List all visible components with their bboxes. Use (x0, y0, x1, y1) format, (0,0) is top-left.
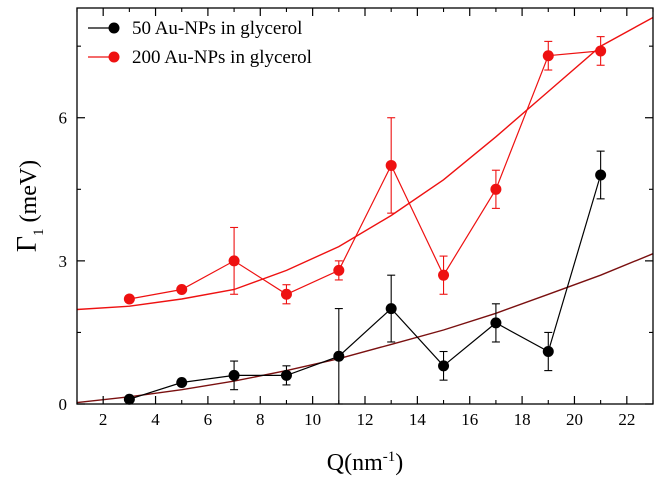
data-point-series-2 (280, 288, 292, 300)
x-tick-label: 22 (618, 410, 635, 429)
axis-ticks (76, 8, 654, 405)
data-point-series-1 (228, 369, 240, 381)
x-tick-label: 4 (151, 410, 160, 429)
data-point-series-2 (333, 264, 345, 276)
data-point-series-1 (176, 377, 188, 389)
data-point-series-1 (595, 169, 607, 181)
data-point-series-1 (490, 317, 502, 329)
x-axis-title-sup: -1 (383, 449, 396, 465)
data-point-series-2 (542, 50, 554, 62)
data-point-series-2 (490, 183, 502, 195)
tick-labels: 2 4 6 8 10 12 14 16 18 20 22 0 3 6 (59, 109, 636, 429)
data-point-series-1 (280, 369, 292, 381)
x-tick-label: 2 (99, 410, 108, 429)
legend-label-1: 50 Au-NPs in glycerol (132, 18, 302, 39)
data-points (123, 45, 607, 405)
data-point-series-1 (542, 346, 554, 358)
data-point-series-2 (385, 159, 397, 171)
data-point-series-2 (228, 255, 240, 267)
x-tick-label: 16 (461, 410, 478, 429)
x-tick-label: 14 (409, 410, 427, 429)
legend-marker-1 (108, 22, 120, 34)
data-point-series-1 (123, 393, 135, 405)
x-tick-label: 8 (256, 410, 265, 429)
x-tick-label: 18 (514, 410, 531, 429)
data-point-series-1 (333, 350, 345, 362)
data-point-series-1 (385, 303, 397, 315)
x-axis-title: Q(nm-1) (327, 449, 404, 476)
y-tick-label: 6 (59, 109, 68, 128)
data-point-series-2 (176, 283, 188, 295)
y-axis-title-tail: (meV) (16, 160, 42, 229)
data-point-series-2 (595, 45, 607, 57)
x-tick-label: 20 (566, 410, 583, 429)
series-line-2 (129, 50, 601, 300)
y-tick-label: 0 (59, 395, 68, 414)
series-line-1 (129, 174, 602, 400)
x-tick-label: 10 (304, 410, 321, 429)
series-lines (129, 50, 602, 400)
legend-label-2: 200 Au-NPs in glycerol (132, 47, 312, 68)
y-axis-title-main: Γ (12, 236, 43, 252)
fit-curve-2 (76, 16, 654, 311)
data-point-series-2 (438, 269, 450, 281)
x-axis-title-tail: ) (395, 450, 403, 476)
data-point-series-2 (123, 293, 135, 305)
fit-curve-1 (76, 253, 654, 404)
x-tick-label: 12 (357, 410, 374, 429)
y-tick-label: 3 (59, 252, 68, 271)
legend: 50 Au-NPs in glycerol 200 Au-NPs in glyce… (88, 18, 312, 68)
y-axis-title: Γ1 (meV) (12, 160, 47, 252)
y-axis-title-sub: 1 (31, 228, 47, 236)
fit-curves (76, 16, 654, 404)
data-point-series-1 (438, 360, 450, 372)
x-axis-title-main: Q(nm (327, 450, 383, 476)
x-tick-label: 6 (204, 410, 213, 429)
legend-marker-2 (108, 51, 120, 63)
